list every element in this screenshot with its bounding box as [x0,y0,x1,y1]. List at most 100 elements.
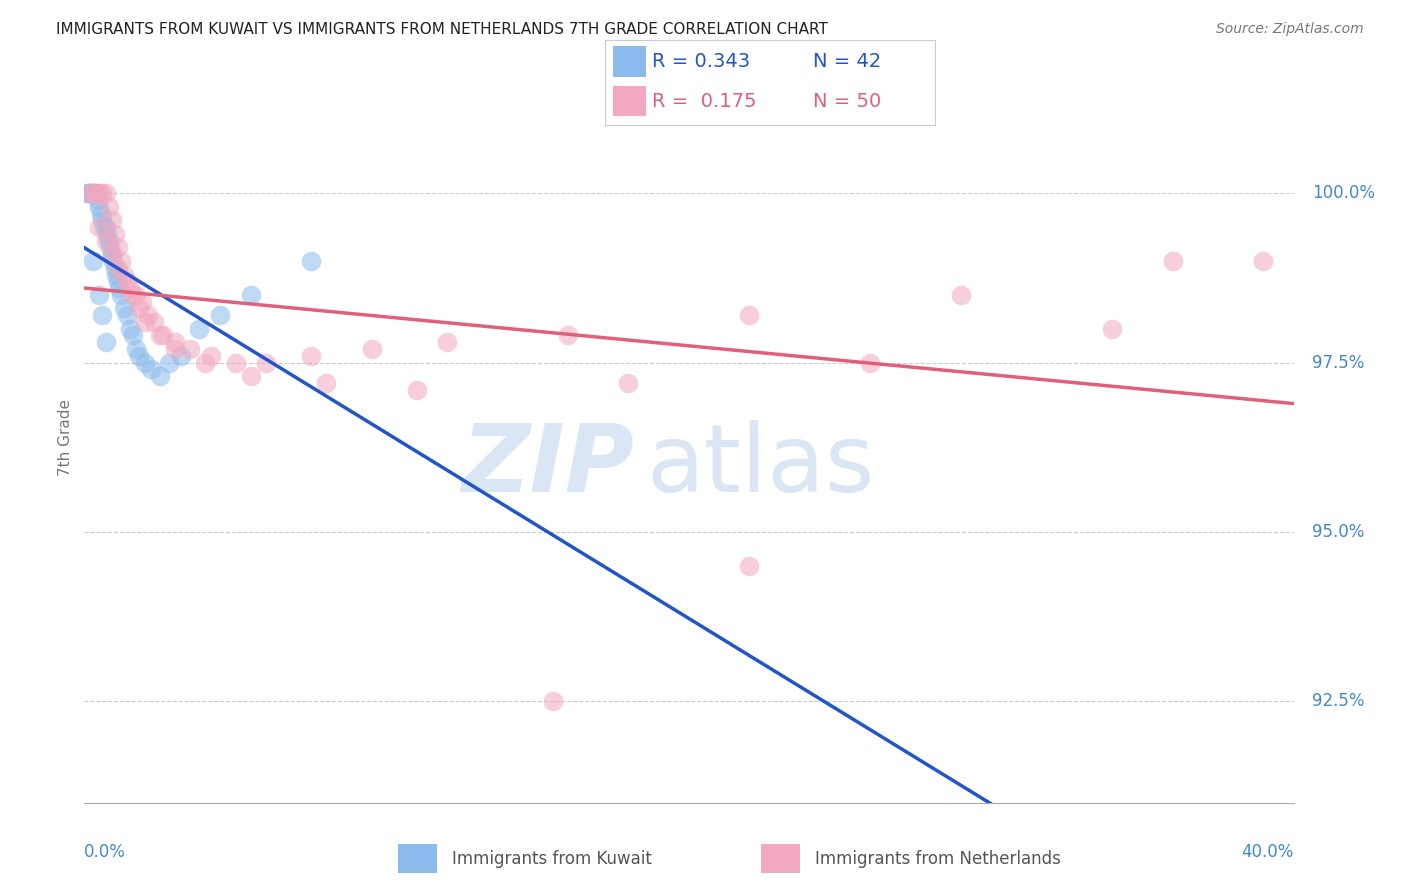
Point [188,322,211,336]
Point [406,383,429,397]
Point [86,186,108,201]
Point [239,288,262,302]
Point [108,281,131,295]
Point [149,369,172,384]
Point [121,328,143,343]
Point [1101,322,1123,336]
Point [165,335,187,350]
Point [859,355,882,369]
Point [104,227,127,241]
Text: 92.5%: 92.5% [1312,692,1364,710]
Point [134,315,156,329]
Point [100,247,122,261]
Text: 100.0%: 100.0% [1312,185,1375,202]
Point [738,558,761,573]
Point [100,247,122,261]
Point [239,369,262,384]
Point [94,234,117,248]
Point [112,268,135,282]
Point [131,294,153,309]
Text: 40.0%: 40.0% [1241,843,1294,861]
Point [94,186,117,201]
Point [105,268,128,282]
Point [110,288,132,302]
Point [82,186,104,201]
Point [139,362,162,376]
Point [79,186,101,201]
Point [91,186,114,201]
Text: IMMIGRANTS FROM KUWAIT VS IMMIGRANTS FROM NETHERLANDS 7TH GRADE CORRELATION CHAR: IMMIGRANTS FROM KUWAIT VS IMMIGRANTS FRO… [56,22,828,37]
Point [157,355,180,369]
Text: R =  0.175: R = 0.175 [652,92,756,111]
Point [101,254,124,268]
Point [541,694,564,708]
Point [76,186,98,201]
Bar [613,46,645,77]
Point [110,254,132,268]
Point [125,342,148,356]
Y-axis label: 7th Grade: 7th Grade [58,399,73,475]
Point [100,213,122,227]
Point [165,342,187,356]
Point [89,288,111,302]
Point [89,220,111,235]
Bar [398,844,437,873]
Point [89,200,111,214]
Point [82,254,104,268]
Point [79,186,101,201]
Point [91,308,114,322]
Point [315,376,337,390]
Point [89,186,111,201]
Point [104,260,127,275]
Point [225,355,247,369]
Point [90,206,112,220]
Point [115,274,138,288]
Text: 95.0%: 95.0% [1312,523,1364,541]
Point [118,322,141,336]
Point [360,342,382,356]
Point [112,301,135,316]
Point [96,227,118,241]
Point [179,342,201,356]
Point [128,349,150,363]
Point [118,281,141,295]
Point [1251,254,1274,268]
Point [125,288,148,302]
Point [149,328,172,343]
Point [98,240,121,254]
Point [107,260,129,275]
Point [115,308,138,322]
Point [142,315,165,329]
Point [200,349,222,363]
Point [91,213,114,227]
Point [82,186,104,201]
Point [80,186,103,201]
Point [93,220,115,235]
Bar [613,86,645,116]
Text: R = 0.343: R = 0.343 [652,52,751,70]
Point [436,335,458,350]
Text: ZIP: ZIP [461,420,634,512]
Point [121,288,143,302]
Point [194,355,217,369]
Point [77,186,100,201]
Point [152,328,174,343]
Text: atlas: atlas [647,420,875,512]
Text: Source: ZipAtlas.com: Source: ZipAtlas.com [1216,22,1364,37]
Point [557,328,579,343]
Text: 97.5%: 97.5% [1312,353,1364,372]
Point [87,193,110,207]
Point [617,376,640,390]
Point [107,240,129,254]
Point [299,254,322,268]
Point [128,301,150,316]
Point [738,308,761,322]
Point [209,308,232,322]
Point [107,274,129,288]
Bar [762,844,800,873]
Text: N = 50: N = 50 [813,92,882,111]
Point [86,186,108,201]
Text: Immigrants from Netherlands: Immigrants from Netherlands [815,849,1062,868]
Point [254,355,277,369]
Text: N = 42: N = 42 [813,52,882,70]
